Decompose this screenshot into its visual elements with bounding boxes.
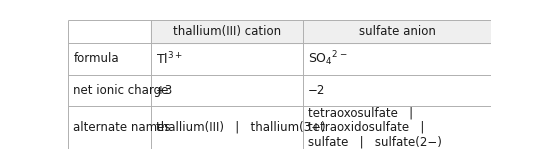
Text: tetraoxidosulfate   |: tetraoxidosulfate |: [308, 121, 425, 134]
Bar: [151, 20, 303, 43]
Text: +3: +3: [156, 84, 173, 97]
Text: −2: −2: [308, 84, 325, 97]
Text: formula: formula: [73, 52, 119, 65]
Text: tetraoxosulfate   |: tetraoxosulfate |: [308, 107, 413, 120]
Text: sulfate anion: sulfate anion: [359, 25, 436, 38]
Text: SO$_4$$^{2-}$: SO$_4$$^{2-}$: [308, 50, 348, 68]
Bar: [303, 20, 491, 43]
Text: net ionic charge: net ionic charge: [73, 84, 169, 97]
Text: alternate names: alternate names: [73, 121, 171, 134]
Text: sulfate   |   sulfate(2−): sulfate | sulfate(2−): [308, 135, 442, 148]
Text: thallium(III)   |   thallium(3+): thallium(III) | thallium(3+): [156, 121, 325, 134]
Text: thallium(III) cation: thallium(III) cation: [173, 25, 281, 38]
Text: Tl$^{3+}$: Tl$^{3+}$: [156, 51, 183, 67]
